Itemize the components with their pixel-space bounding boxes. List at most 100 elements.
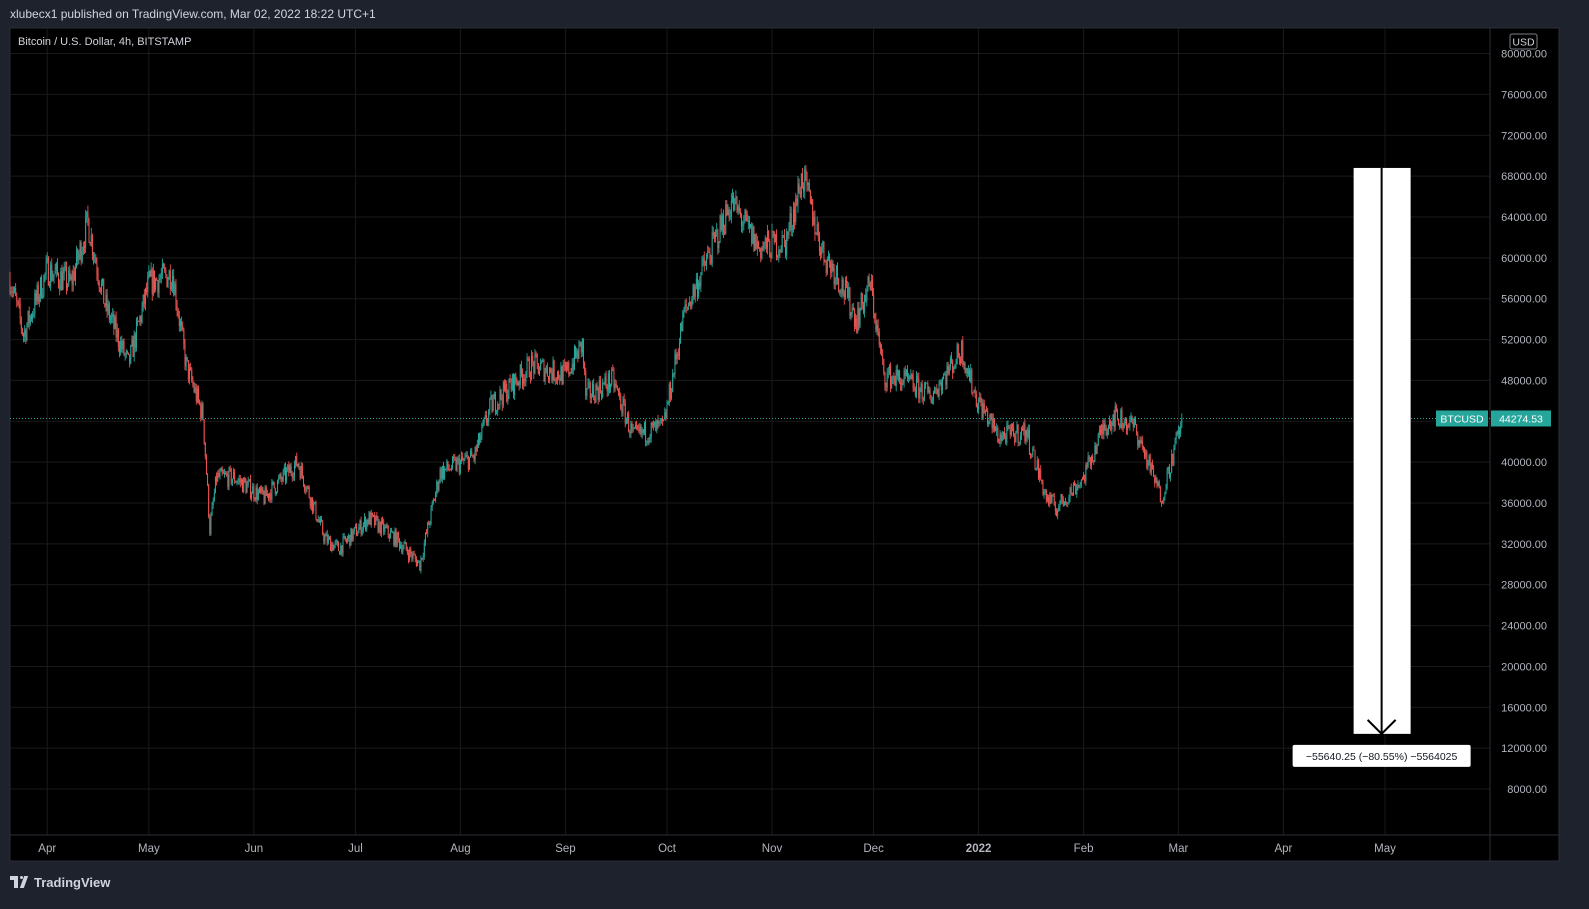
candle-body	[1133, 418, 1135, 427]
candle-body	[464, 457, 466, 460]
candle-body	[437, 481, 439, 490]
candle-body	[1077, 484, 1079, 488]
candle-body	[357, 533, 359, 536]
candle-body	[900, 380, 902, 390]
candle-body	[1044, 490, 1046, 492]
candle-body	[651, 422, 653, 426]
candle-body	[332, 543, 334, 551]
candle-body	[445, 468, 447, 470]
x-tick-label: Apr	[38, 843, 56, 855]
candle-body	[1098, 429, 1100, 434]
candle-body	[1097, 433, 1099, 446]
candle-body	[263, 494, 265, 504]
candle-body	[797, 183, 799, 206]
candle-body	[981, 402, 983, 418]
candle-body	[378, 521, 380, 532]
candle-body	[1094, 445, 1096, 462]
x-tick-label: Apr	[1274, 843, 1292, 855]
candle-body	[373, 515, 375, 516]
candle-body	[52, 277, 54, 281]
candle-body	[1142, 446, 1144, 449]
candle-body	[444, 468, 446, 478]
candle-body	[1111, 422, 1113, 431]
bottom-bar	[0, 866, 1589, 909]
candle-body	[790, 212, 792, 231]
candle-body	[80, 242, 82, 262]
candle-body	[604, 376, 606, 384]
y-tick-label: 60000.00	[1501, 253, 1547, 265]
y-tick-label: 48000.00	[1501, 375, 1547, 387]
candle-body	[921, 383, 923, 399]
tradingview-logo[interactable]: TradingView	[10, 872, 110, 892]
symbol-tag: BTCUSD	[1440, 413, 1484, 425]
candle-body	[300, 465, 302, 479]
tradingview-logo-icon	[10, 876, 29, 888]
candle-body	[223, 473, 225, 475]
candle-body	[359, 520, 361, 528]
candle-body	[823, 241, 825, 261]
candle-body	[419, 560, 421, 571]
y-tick-label: 24000.00	[1501, 621, 1547, 633]
candle-body	[1132, 421, 1134, 427]
candle-body	[1135, 418, 1137, 425]
candle-body	[674, 353, 676, 375]
candle-body	[522, 373, 524, 385]
x-axis[interactable]: Apr May Jun Jul Aug Sep Oct Nov Dec 2022 Feb Mar Apr…	[38, 843, 1396, 855]
candle-body	[383, 521, 385, 533]
candle-body	[172, 276, 174, 288]
candle-body	[386, 525, 388, 528]
candle-body	[1140, 440, 1142, 444]
candle-body	[457, 458, 459, 460]
candle-body	[991, 415, 993, 429]
candle-body	[874, 314, 876, 319]
candle-body	[482, 423, 484, 425]
candle-body	[555, 379, 557, 381]
candle-body	[662, 418, 664, 421]
candle-body	[1087, 456, 1089, 467]
candle-body	[533, 361, 535, 374]
candle-body	[353, 527, 355, 532]
candle-body	[144, 288, 146, 305]
candle-body	[1146, 451, 1148, 468]
candle-body	[571, 363, 573, 374]
candle-body	[403, 543, 405, 549]
candle-body	[657, 420, 659, 424]
candle-body	[781, 235, 783, 252]
candle-body	[412, 553, 414, 559]
candle-body	[260, 487, 262, 492]
candle-body	[542, 360, 544, 362]
candle-body	[431, 502, 433, 507]
symbol-tag-bg	[1436, 410, 1488, 427]
x-tick-label: Mar	[1169, 843, 1189, 855]
candle-body	[360, 520, 362, 535]
candle-body	[888, 365, 890, 373]
candle-body	[1046, 496, 1048, 501]
candle-body	[554, 379, 556, 381]
candle-body	[1122, 426, 1124, 429]
candle-body	[721, 215, 723, 231]
candle-body	[926, 382, 928, 384]
candle-body	[764, 237, 766, 243]
candle-body	[499, 389, 501, 405]
candle-body	[149, 271, 151, 277]
candle-body	[725, 204, 727, 234]
candle-body	[690, 301, 692, 308]
candle-body	[934, 389, 936, 393]
candle-body	[1164, 493, 1166, 498]
candle-body	[339, 550, 341, 555]
currency-badge[interactable]: USD	[1509, 33, 1538, 50]
candle-body	[179, 321, 181, 326]
candle-body	[440, 468, 442, 480]
candle-body	[738, 206, 740, 211]
y-axis[interactable]: 8000.00 12000.00 16000.00 20000.00 24000.00 2…	[1501, 49, 1547, 796]
candle-body	[321, 518, 323, 522]
candle-body	[198, 388, 200, 401]
candle-body	[288, 465, 290, 473]
x-tick-label: May	[1374, 843, 1396, 855]
candle-body	[32, 314, 34, 320]
candle-body	[1052, 495, 1054, 497]
candle-body	[139, 316, 141, 322]
candle-body	[1083, 474, 1085, 480]
candle-body	[65, 266, 67, 289]
